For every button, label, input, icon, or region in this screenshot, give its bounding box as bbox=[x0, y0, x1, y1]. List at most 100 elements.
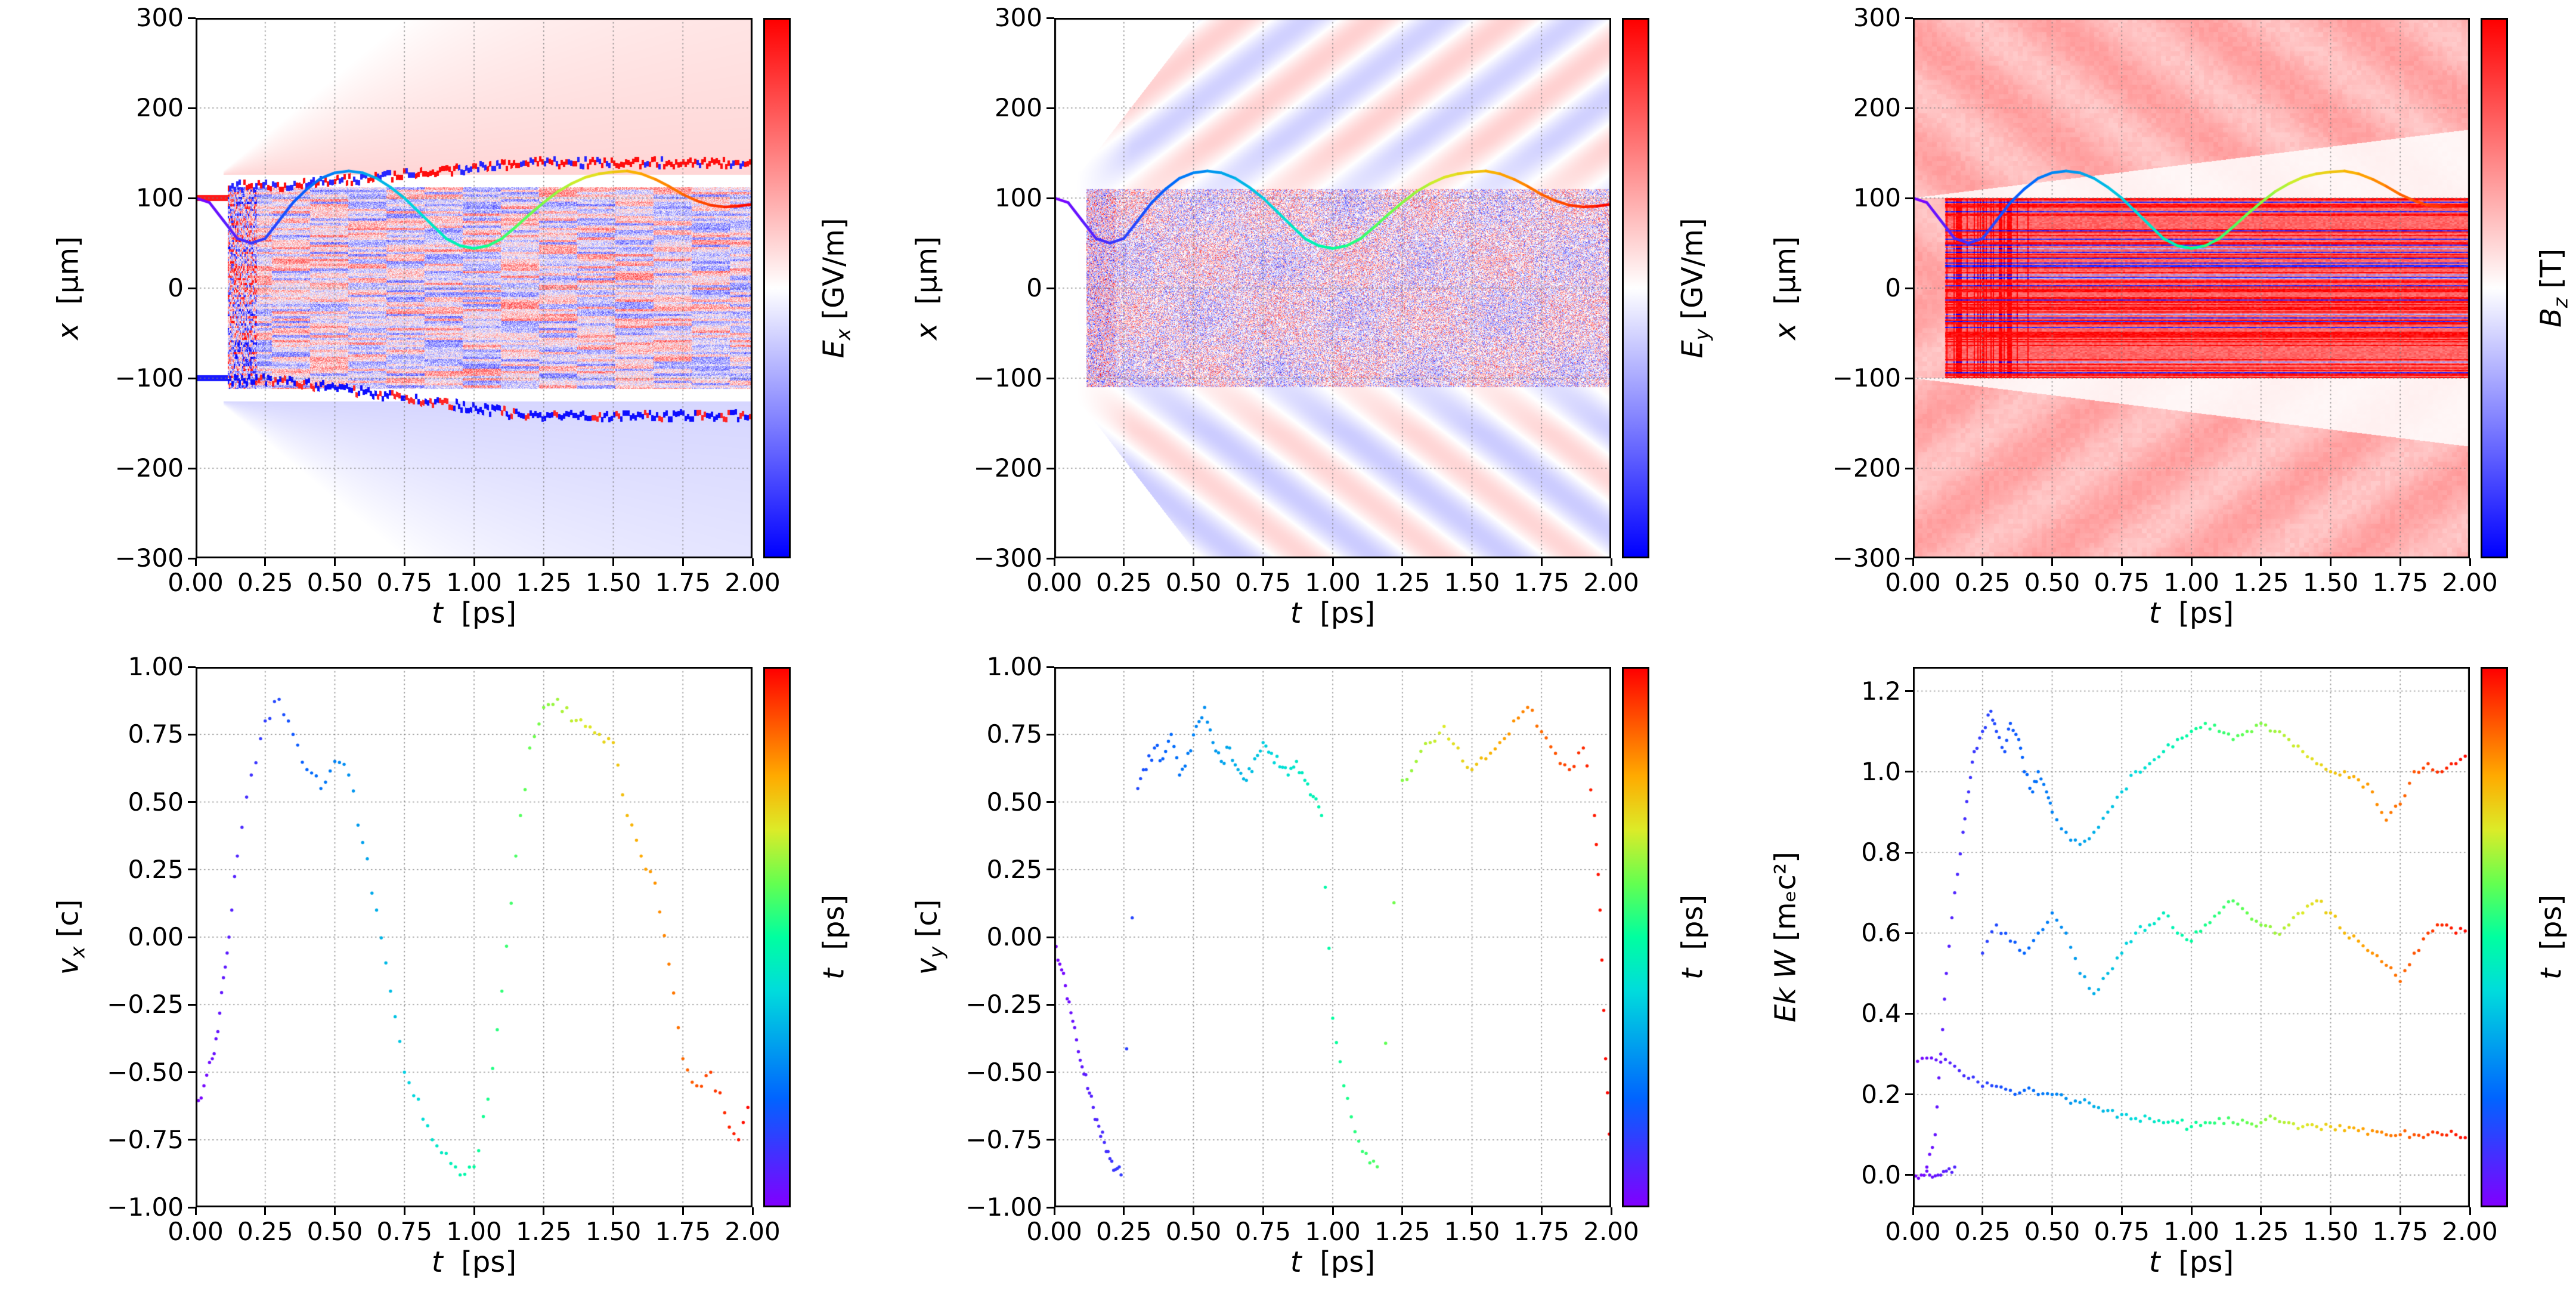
y-tick-label: 200 bbox=[135, 93, 184, 122]
x-tick-mark bbox=[1401, 558, 1404, 566]
x-tick-mark bbox=[194, 1207, 197, 1215]
ek-colorbar bbox=[2481, 667, 2508, 1207]
ek-cblabel-unit: [ps] bbox=[2534, 894, 2568, 969]
vx-ylabel-symbol: v bbox=[51, 958, 85, 975]
x-tick-label: 1.00 bbox=[2163, 1217, 2219, 1246]
x-tick-label: 1.50 bbox=[1444, 1217, 1500, 1246]
y-tick-mark bbox=[188, 1003, 196, 1006]
x-tick-label: 1.50 bbox=[2302, 568, 2359, 597]
x-tick-mark bbox=[2120, 1207, 2123, 1215]
bz-cblabel-unit: [T] bbox=[2534, 248, 2568, 298]
y-tick-mark bbox=[1046, 869, 1054, 871]
vy-cblabel-unit: [ps] bbox=[1676, 894, 1710, 969]
x-tick-mark bbox=[682, 1207, 684, 1215]
y-tick-label: 0 bbox=[168, 273, 184, 302]
y-tick-mark bbox=[188, 107, 196, 109]
ek-x-axis-label: t [ps] bbox=[1913, 1246, 2470, 1279]
x-tick-mark bbox=[1912, 1207, 1914, 1215]
y-tick-label: 100 bbox=[135, 183, 184, 212]
x-tick-mark bbox=[473, 1207, 475, 1215]
x-tick-label: 0.50 bbox=[2024, 1217, 2080, 1246]
x-tick-label: 1.75 bbox=[1513, 1217, 1569, 1246]
y-tick-mark bbox=[1046, 377, 1054, 379]
x-tick-label: 1.75 bbox=[655, 1217, 711, 1246]
y-tick-mark bbox=[1905, 1174, 1913, 1176]
x-tick-mark bbox=[2190, 558, 2193, 566]
x-tick-mark bbox=[1193, 558, 1194, 566]
x-tick-mark bbox=[1610, 558, 1612, 566]
x-tick-mark bbox=[264, 558, 267, 566]
vy-xlabel-symbol: t bbox=[1290, 1246, 1302, 1279]
y-tick-mark bbox=[1905, 851, 1913, 854]
ey-cblabel-unit: [GV/m] bbox=[1676, 218, 1710, 329]
subplot-vx: vx [c] t [ps] 0.00 0.25 0.50 0.75 1.00 1.25 1.… bbox=[0, 649, 859, 1298]
ex-xlabel-symbol: t bbox=[431, 597, 443, 630]
y-tick-mark bbox=[1046, 17, 1054, 19]
x-tick-mark bbox=[1262, 558, 1264, 566]
x-tick-mark bbox=[1053, 1207, 1055, 1215]
x-tick-label: 0.00 bbox=[1885, 568, 1941, 597]
x-tick-label: 1.25 bbox=[515, 1217, 572, 1246]
x-tick-label: 1.25 bbox=[2233, 568, 2289, 597]
x-tick-label: 2.00 bbox=[1583, 1217, 1639, 1246]
y-tick-mark bbox=[1046, 557, 1054, 560]
y-tick-mark bbox=[1905, 771, 1913, 773]
bz-colorbar-label: Bz [T] bbox=[2535, 249, 2572, 327]
ex-cblabel-subscript: x bbox=[832, 329, 855, 341]
vy-cblabel-symbol: t bbox=[1676, 968, 1710, 980]
x-tick-mark bbox=[1123, 1207, 1125, 1215]
y-tick-label: 0.6 bbox=[1861, 918, 1901, 948]
x-tick-label: 0.00 bbox=[168, 1217, 224, 1246]
x-tick-label: 0.50 bbox=[306, 1217, 363, 1246]
y-tick-mark bbox=[188, 1139, 196, 1141]
y-tick-mark bbox=[188, 467, 196, 469]
y-tick-mark bbox=[1046, 287, 1054, 289]
y-tick-mark bbox=[188, 377, 196, 379]
x-tick-label: 0.75 bbox=[2094, 568, 2150, 597]
x-tick-label: 0.25 bbox=[237, 1217, 293, 1246]
y-tick-label: −200 bbox=[1832, 453, 1901, 483]
subplot-bz: x [μm] t [ps] 0.00 0.25 0.50 0.75 1.00 1.25 1.… bbox=[1717, 0, 2576, 649]
x-tick-mark bbox=[2051, 1207, 2053, 1215]
x-tick-label: 0.25 bbox=[1095, 568, 1152, 597]
ek-cblabel-symbol: t bbox=[2534, 968, 2568, 980]
vx-cblabel-symbol: t bbox=[817, 968, 851, 980]
y-tick-mark bbox=[1905, 690, 1913, 693]
y-tick-label: −300 bbox=[114, 543, 184, 573]
x-tick-label: 1.50 bbox=[1444, 568, 1500, 597]
x-tick-mark bbox=[403, 1207, 405, 1215]
y-tick-label: 0 bbox=[1885, 273, 1901, 302]
x-tick-mark bbox=[543, 1207, 545, 1215]
y-tick-label: 200 bbox=[994, 93, 1042, 122]
vx-x-axis-label: t [ps] bbox=[196, 1246, 753, 1279]
ey-colorbar bbox=[1622, 18, 1649, 558]
x-tick-mark bbox=[2260, 1207, 2262, 1215]
ey-heatmap-canvas bbox=[1054, 18, 1611, 558]
x-tick-label: 0.25 bbox=[237, 568, 293, 597]
ey-x-axis-label: t [ps] bbox=[1054, 597, 1611, 630]
x-tick-mark bbox=[334, 558, 336, 566]
x-tick-mark bbox=[1540, 1207, 1543, 1215]
x-tick-label: 0.75 bbox=[376, 1217, 432, 1246]
x-tick-mark bbox=[2260, 558, 2262, 566]
x-tick-label: 0.25 bbox=[1954, 568, 2011, 597]
x-tick-mark bbox=[1471, 558, 1473, 566]
x-tick-mark bbox=[2330, 558, 2332, 566]
y-tick-mark bbox=[188, 936, 196, 938]
x-tick-mark bbox=[1262, 1207, 1264, 1215]
ex-heatmap-canvas bbox=[196, 18, 753, 558]
y-tick-mark bbox=[1046, 1071, 1054, 1073]
x-tick-label: 1.25 bbox=[1374, 1217, 1431, 1246]
y-tick-mark bbox=[188, 666, 196, 668]
ey-cblabel-subscript: y bbox=[1690, 329, 1714, 341]
y-tick-label: −100 bbox=[1832, 363, 1901, 393]
ex-colorbar bbox=[763, 18, 791, 558]
ey-xlabel-symbol: t bbox=[1290, 597, 1302, 630]
y-tick-mark bbox=[1046, 801, 1054, 803]
x-tick-label: 1.00 bbox=[2163, 568, 2219, 597]
x-tick-mark bbox=[1981, 558, 1984, 566]
x-tick-mark bbox=[1981, 1207, 1984, 1215]
x-tick-label: 0.50 bbox=[1165, 568, 1222, 597]
vx-colorbar bbox=[763, 667, 791, 1207]
x-tick-label: 0.75 bbox=[1235, 568, 1291, 597]
